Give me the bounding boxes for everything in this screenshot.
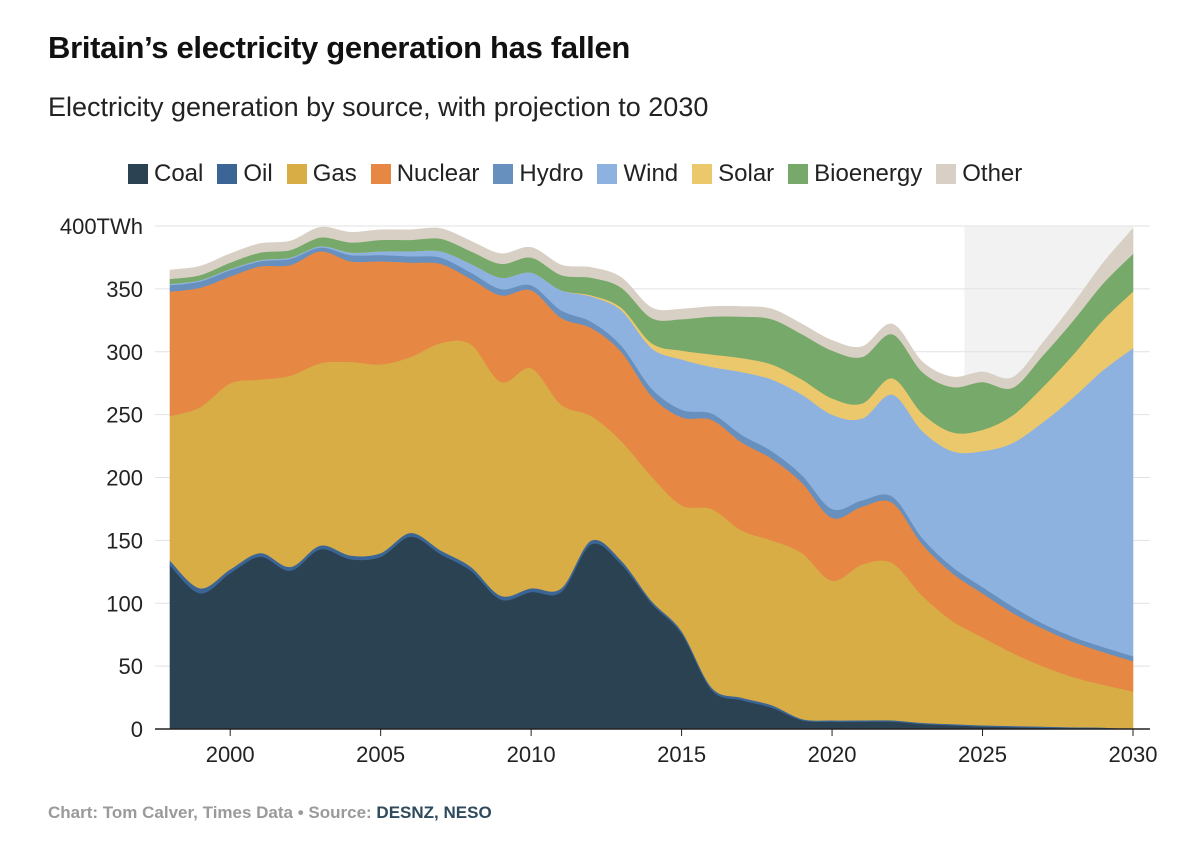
legend-swatch-bioenergy	[788, 164, 809, 184]
y-tick-label-50: 50	[119, 654, 143, 679]
y-tick-label-350: 350	[106, 277, 143, 302]
y-tick-label-100: 100	[106, 591, 143, 616]
x-tick-label-2025: 2025	[958, 742, 1007, 767]
x-tick-label-2010: 2010	[507, 742, 556, 767]
legend-item-gas: Gas	[286, 160, 357, 188]
legend-item-other: Other	[936, 160, 1022, 188]
legend-label-bioenergy: Bioenergy	[814, 160, 923, 187]
chart-legend: Coal Oil Gas Nuclear Hydro Wind Solar Bioenergy…	[128, 160, 1036, 188]
y-tick-label-300: 300	[106, 340, 143, 365]
legend-swatch-coal	[128, 164, 148, 184]
footer-credit: Chart: Tom Calver, Times Data • Source:	[48, 803, 377, 822]
legend-label-solar: Solar	[718, 160, 775, 187]
legend-item-wind: Wind	[597, 160, 678, 188]
legend-item-nuclear: Nuclear	[370, 160, 480, 188]
legend-swatch-other	[936, 164, 957, 184]
legend-label-nuclear: Nuclear	[396, 160, 480, 187]
y-tick-label-150: 150	[106, 528, 143, 553]
legend-swatch-hydro	[493, 164, 514, 184]
legend-item-bioenergy: Bioenergy	[788, 160, 922, 188]
legend-item-coal: Coal	[128, 160, 203, 188]
y-tick-label-250: 250	[106, 403, 143, 428]
legend-label-coal: Coal	[154, 160, 204, 187]
y-tick-label-200: 200	[106, 466, 143, 491]
y-tick-label-400: 400TWh	[60, 214, 143, 239]
legend-swatch-gas	[286, 164, 307, 184]
legend-label-hydro: Hydro	[519, 160, 584, 187]
legend-item-solar: Solar	[692, 160, 774, 188]
chart-title: Britain’s electricity generation has fal…	[48, 30, 631, 65]
legend-label-gas: Gas	[312, 160, 357, 187]
x-tick-label-2005: 2005	[356, 742, 405, 767]
x-tick-label-2000: 2000	[206, 742, 255, 767]
legend-swatch-solar	[692, 164, 713, 184]
legend-label-wind: Wind	[623, 160, 679, 187]
legend-swatch-oil	[217, 164, 238, 184]
legend-item-oil: Oil	[217, 160, 273, 188]
x-tick-label-2015: 2015	[657, 742, 706, 767]
x-tick-label-2030: 2030	[1109, 742, 1158, 767]
legend-swatch-nuclear	[370, 164, 391, 184]
chart-subtitle: Electricity generation by source, with p…	[48, 92, 709, 122]
chart-footer: Chart: Tom Calver, Times Data • Source: …	[48, 803, 492, 823]
legend-label-other: Other	[962, 160, 1023, 187]
y-tick-label-0: 0	[131, 717, 143, 742]
legend-item-hydro: Hydro	[493, 160, 583, 188]
legend-swatch-wind	[597, 164, 618, 184]
legend-label-oil: Oil	[243, 160, 273, 187]
footer-sources: DESNZ, NESO	[376, 803, 492, 822]
area-other	[169, 226, 1134, 389]
x-tick-label-2020: 2020	[808, 742, 857, 767]
